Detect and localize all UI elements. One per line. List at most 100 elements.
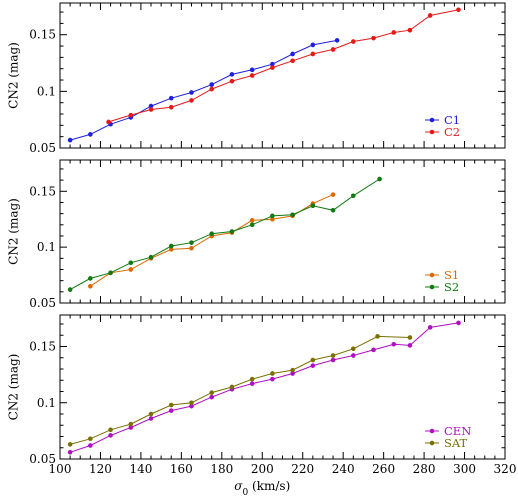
data-point-cen	[456, 320, 461, 326]
data-point-s2	[249, 222, 255, 228]
data-point-c2	[168, 104, 174, 110]
data-point-sat	[88, 436, 93, 442]
data-point-c1	[310, 42, 316, 48]
y-tick-label: 0.1	[37, 240, 56, 254]
x-tick-label: 140	[129, 462, 152, 476]
legend-label-s1: S1	[444, 268, 459, 282]
x-tick-label: 320	[494, 462, 517, 476]
data-point-s2	[168, 243, 174, 249]
data-point-cen	[310, 363, 316, 368]
data-point-s2	[67, 287, 73, 292]
data-point-cen	[189, 403, 194, 409]
y-tick-label: 0.1	[37, 84, 56, 98]
series-line-s1	[90, 194, 334, 287]
data-point-c1	[334, 38, 340, 43]
legend-marker	[429, 272, 435, 278]
data-point-c1	[290, 51, 295, 57]
data-point-s1	[249, 218, 255, 223]
data-point-s1	[270, 216, 275, 222]
x-axis-title: σ0 (km/s)	[234, 479, 290, 498]
data-point-s2	[229, 229, 235, 234]
y-tick-label: 0.15	[29, 184, 56, 198]
data-point-c2	[371, 35, 376, 41]
data-point-s2	[88, 276, 93, 281]
data-point-sat	[350, 346, 356, 352]
x-tick-label: 300	[453, 462, 476, 476]
data-point-cen	[350, 353, 356, 358]
x-tick-label: 280	[413, 462, 436, 476]
data-point-s2	[189, 240, 194, 245]
x-tick-label: 180	[210, 462, 233, 476]
data-point-sat	[209, 390, 215, 395]
data-point-s2	[270, 213, 275, 219]
data-point-s1	[330, 192, 336, 197]
data-point-c2	[106, 119, 111, 125]
legend-marker	[429, 129, 435, 135]
data-point-c2	[456, 7, 461, 13]
data-point-sat	[108, 427, 113, 433]
x-tick-label: 160	[170, 462, 193, 476]
x-tick-label: 260	[372, 462, 395, 476]
data-point-s1	[128, 267, 134, 272]
data-point-cen	[108, 433, 113, 438]
data-point-s2	[108, 270, 113, 276]
y-tick-label: 0.05	[29, 452, 56, 466]
data-point-cen	[88, 443, 93, 448]
legend-marker	[429, 428, 435, 434]
data-point-cen	[290, 371, 295, 376]
data-point-c1	[88, 132, 93, 137]
data-point-c1	[270, 61, 275, 67]
x-tick-label: 220	[291, 462, 314, 476]
y-tick-label: 0.15	[29, 340, 56, 354]
data-point-c2	[350, 39, 356, 44]
data-point-c2	[330, 47, 336, 52]
x-tick-label: 120	[89, 462, 112, 476]
legend-marker	[429, 117, 435, 123]
data-point-sat	[67, 442, 73, 447]
legend-label-c1: C1	[444, 113, 460, 127]
data-point-c2	[148, 107, 154, 112]
series-line-sat	[69, 335, 410, 445]
data-point-c2	[310, 51, 316, 57]
y-tick-label: 0.1	[37, 396, 56, 410]
data-point-cen	[148, 416, 154, 421]
data-point-cen	[407, 343, 413, 348]
x-tick-label: 200	[251, 462, 274, 476]
data-point-s1	[88, 283, 93, 289]
data-point-sat	[310, 357, 316, 363]
data-point-sat	[229, 384, 235, 390]
data-point-sat	[128, 421, 134, 427]
data-point-cen	[249, 381, 255, 386]
data-point-c2	[270, 65, 275, 70]
legend-label-sat: SAT	[444, 436, 468, 450]
data-point-sat	[168, 402, 174, 408]
data-point-c2	[407, 27, 413, 33]
data-point-c1	[67, 137, 73, 143]
data-point-sat	[249, 376, 255, 382]
data-point-c2	[229, 78, 235, 84]
plot-frame	[59, 2, 506, 149]
data-point-c2	[189, 98, 194, 103]
data-point-s2	[377, 176, 382, 182]
data-point-c1	[189, 90, 194, 95]
data-point-sat	[330, 353, 336, 358]
y-axis-title: CN2 (mag)	[7, 42, 21, 109]
plot-frame	[59, 159, 506, 304]
data-point-s2	[209, 231, 215, 237]
data-point-c1	[168, 95, 174, 101]
data-point-s1	[168, 247, 174, 252]
data-point-c1	[229, 72, 235, 77]
x-tick-label: 240	[332, 462, 355, 476]
plot-frame	[59, 314, 506, 460]
data-point-c1	[148, 103, 154, 109]
data-point-c1	[249, 67, 255, 73]
legend-marker	[429, 440, 435, 446]
data-point-cen	[270, 376, 275, 382]
legend-label-c2: C2	[444, 125, 460, 139]
y-axis-title: CN2 (mag)	[7, 354, 21, 421]
legend-label-cen: CEN	[444, 424, 471, 438]
data-point-c2	[209, 86, 215, 92]
